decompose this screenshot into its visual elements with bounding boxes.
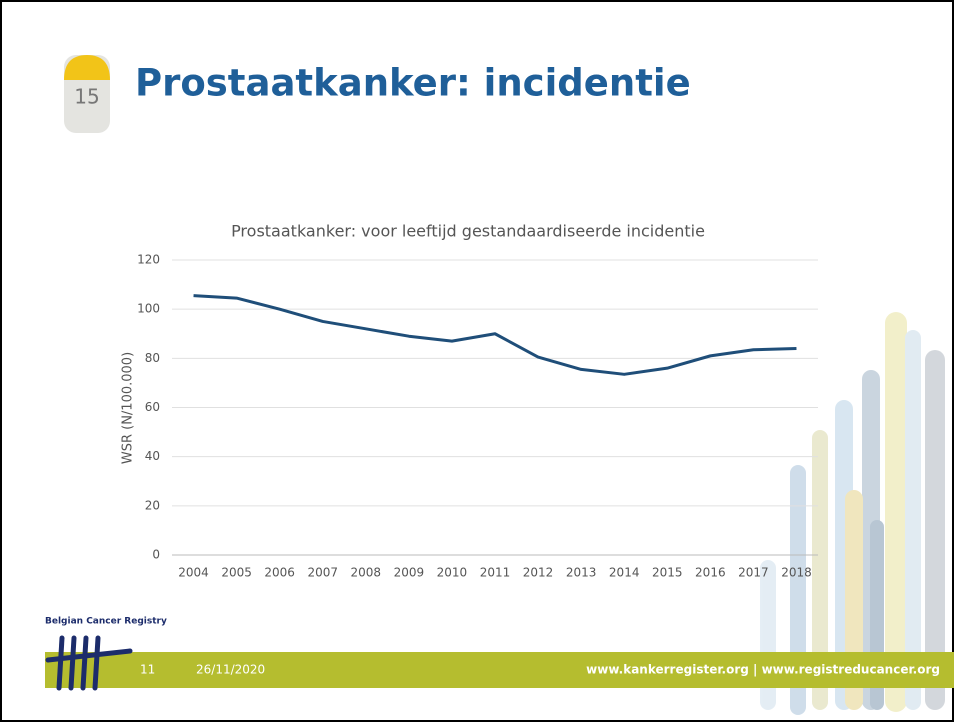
logo-text: Belgian Cancer Registry (45, 617, 167, 627)
x-tick-label: 2005 (221, 566, 252, 580)
x-tick-label: 2010 (437, 566, 468, 580)
chart-title: Prostaatkanker: voor leeftijd gestandaar… (231, 222, 705, 241)
x-tick-label: 2008 (351, 566, 382, 580)
line (193, 294, 797, 376)
y-tick-label: 60 (145, 400, 160, 414)
footer-links: www.kankerregister.org | www.registreduc… (586, 663, 940, 677)
y-tick-label: 20 (145, 498, 160, 512)
slide-title: Prostaatkanker: incidentie (135, 62, 691, 105)
milestone-number: 15 (74, 85, 99, 109)
x-tick-label: 2017 (738, 566, 769, 580)
footer-band (45, 652, 954, 688)
page-number: 11 (140, 663, 155, 677)
x-tick-label: 2009 (394, 566, 425, 580)
y-tick-label: 100 (137, 302, 160, 316)
x-tick-label: 2007 (307, 566, 338, 580)
y-tick-label: 0 (152, 548, 160, 562)
x-tick-label: 2011 (480, 566, 511, 580)
y-tick-label: 80 (145, 351, 160, 365)
x-tick-label: 2006 (264, 566, 295, 580)
plot: 0 20 40 60 80 100 120 2004 2005 2006 2007 2008 2009 2… (137, 253, 818, 580)
x-tick-label: 2016 (695, 566, 726, 580)
y-tick-label: 40 (145, 449, 160, 463)
x-tick-label: 2018 (781, 566, 812, 580)
x-tick-label: 2014 (609, 566, 640, 580)
milestone-icon: 15 (64, 55, 110, 133)
x-tick-label: 2004 (178, 566, 209, 580)
x-tick-label: 2013 (566, 566, 597, 580)
date: 26/11/2020 (196, 663, 265, 677)
x-tick-label: 2015 (652, 566, 683, 580)
x-tick-label: 2012 (523, 566, 554, 580)
logo-mark (45, 635, 133, 691)
y-axis-label: WSR (N/100.000) (121, 352, 136, 464)
y-tick-label: 120 (137, 253, 160, 267)
